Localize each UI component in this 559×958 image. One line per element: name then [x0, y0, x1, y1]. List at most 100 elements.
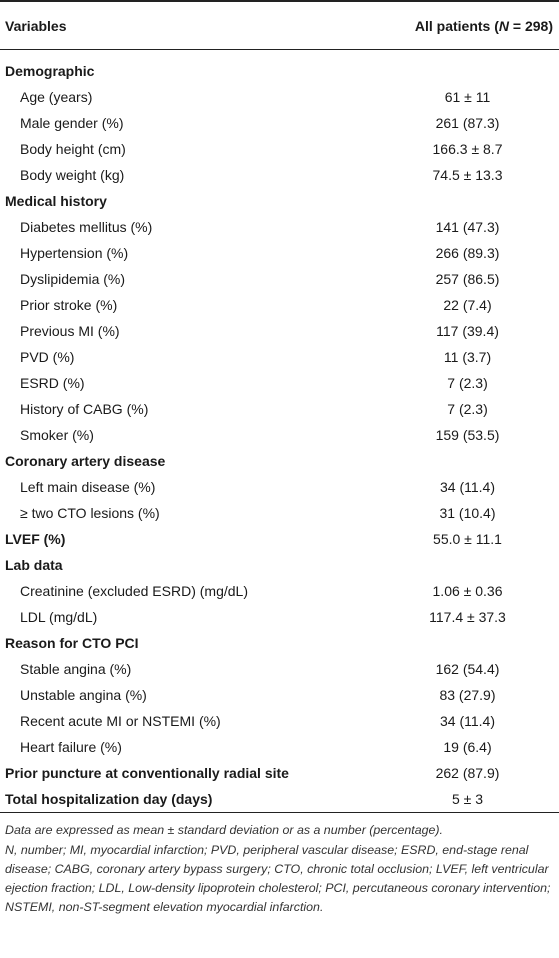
table-row: Prior stroke (%) 22 (7.4): [0, 292, 559, 318]
variable-label: Smoker (%): [20, 427, 94, 443]
variable-value: 19 (6.4): [443, 739, 492, 755]
table-row: Age (years) 61 ± 11: [0, 84, 559, 110]
variable-label: Creatinine (excluded ESRD) (mg/dL): [20, 583, 248, 599]
variable-label: Dyslipidemia (%): [20, 271, 126, 287]
variable-value: 34 (11.4): [440, 713, 495, 729]
variable-value: 257 (86.5): [435, 271, 500, 287]
section-heading: Reason for CTO PCI: [5, 635, 139, 651]
variable-value: 117.4 ± 37.3: [429, 609, 506, 625]
section-heading: Total hospitalization day (days): [5, 791, 213, 807]
table-row: Unstable angina (%) 83 (27.9): [0, 682, 559, 708]
variable-value: 22 (7.4): [443, 297, 492, 313]
footnote-data-expression: Data are expressed as mean ± standard de…: [5, 823, 443, 837]
variable-value: 117 (39.4): [436, 323, 499, 339]
table-body: Demographic Age (years) 61 ± 11 Male gender…: [0, 50, 559, 813]
table-row: Coronary artery disease: [0, 448, 559, 474]
table-row: Body weight (kg) 74.5 ± 13.3: [0, 162, 559, 188]
table-row: Total hospitalization day (days) 5 ± 3: [0, 786, 559, 812]
table-row: Creatinine (excluded ESRD) (mg/dL) 1.06 ±…: [0, 578, 559, 604]
variable-label: Stable angina (%): [20, 661, 132, 677]
table-row: Male gender (%) 261 (87.3): [0, 110, 559, 136]
variable-label: Diabetes mellitus (%): [20, 219, 153, 235]
variable-value: 141 (47.3): [435, 219, 500, 235]
table-row: History of CABG (%) 7 (2.3): [0, 396, 559, 422]
header-all-patients: All patients (N = 298): [340, 2, 559, 50]
variable-label: Body weight (kg): [20, 167, 125, 183]
header-row: Variables All patients (N = 298): [0, 2, 559, 50]
variable-value: 162 (54.4): [435, 661, 500, 677]
variable-value: 266 (89.3): [435, 245, 500, 261]
variable-label: Body height (cm): [20, 141, 126, 157]
variable-label: Left main disease (%): [20, 479, 156, 495]
table-row: Dyslipidemia (%) 257 (86.5): [0, 266, 559, 292]
table-row: Hypertension (%) 266 (89.3): [0, 240, 559, 266]
table-row: Body height (cm) 166.3 ± 8.7: [0, 136, 559, 162]
variable-label: ≥ two CTO lesions (%): [20, 505, 160, 521]
variable-value: 166.3 ± 8.7: [432, 141, 503, 157]
section-heading: LVEF (%): [5, 531, 66, 547]
table-row: PVD (%) 11 (3.7): [0, 344, 559, 370]
variable-value: 11 (3.7): [443, 349, 492, 365]
variable-value: 61 ± 11: [444, 89, 491, 105]
variable-value: 83 (27.9): [439, 687, 496, 703]
table-row: Heart failure (%) 19 (6.4): [0, 734, 559, 760]
variable-label: Previous MI (%): [20, 323, 120, 339]
variable-label: Male gender (%): [20, 115, 124, 131]
table-row: Recent acute MI or NSTEMI (%) 34 (11.4): [0, 708, 559, 734]
header-all-patients-suffix: = 298): [509, 17, 553, 34]
table-row: Lab data: [0, 552, 559, 578]
table-row: Diabetes mellitus (%) 141 (47.3): [0, 214, 559, 240]
header-all-patients-n: N: [498, 17, 510, 34]
variable-value: [340, 50, 559, 85]
table-row: Reason for CTO PCI: [0, 630, 559, 656]
variable-value: 1.06 ± 0.36: [432, 583, 503, 599]
table-row: Previous MI (%) 117 (39.4): [0, 318, 559, 344]
variable-value: 159 (53.5): [435, 427, 500, 443]
variable-value: 34 (11.4): [440, 479, 495, 495]
top-rule: [0, 0, 559, 2]
bottom-rule: [0, 812, 559, 813]
variable-label: ESRD (%): [20, 375, 85, 391]
table-row: Smoker (%) 159 (53.5): [0, 422, 559, 448]
variable-label: History of CABG (%): [20, 401, 149, 417]
patient-characteristics-table: Variables All patients (N = 298) Demogra…: [0, 2, 559, 812]
section-heading: Coronary artery disease: [5, 453, 166, 469]
variable-value: 74.5 ± 13.3: [432, 167, 503, 183]
table-row: Medical history: [0, 188, 559, 214]
section-heading: Prior puncture at conventionally radial …: [5, 765, 289, 781]
variable-label: Hypertension (%): [20, 245, 129, 261]
table-row: ESRD (%) 7 (2.3): [0, 370, 559, 396]
variable-value: 262 (87.9): [435, 765, 500, 781]
table-footnotes: Data are expressed as mean ± standard de…: [0, 813, 559, 917]
header-all-patients-prefix: All patients (: [414, 17, 499, 34]
section-heading: Lab data: [5, 557, 63, 573]
table-container: Variables All patients (N = 298) Demogra…: [0, 0, 559, 917]
variable-label: Unstable angina (%): [20, 687, 147, 703]
variable-value: 7 (2.3): [447, 401, 488, 417]
variable-value: [340, 552, 559, 578]
variable-label: Heart failure (%): [20, 739, 122, 755]
table-row: LDL (mg/dL) 117.4 ± 37.3: [0, 604, 559, 630]
variable-value: 261 (87.3): [435, 115, 500, 131]
table-row: Stable angina (%) 162 (54.4): [0, 656, 559, 682]
footnote-abbreviations: N, number; MI, myocardial infarction; PV…: [5, 843, 551, 914]
header-variables: Variables: [0, 2, 340, 50]
variable-label: Recent acute MI or NSTEMI (%): [20, 713, 221, 729]
variable-label: PVD (%): [20, 349, 75, 365]
section-heading: Demographic: [5, 63, 95, 79]
variable-value: 5 ± 3: [451, 791, 484, 807]
variable-value: [340, 188, 559, 214]
variable-value: [340, 630, 559, 656]
table-row: LVEF (%) 55.0 ± 11.1: [0, 526, 559, 552]
variable-label: Age (years): [20, 89, 93, 105]
table-row: ≥ two CTO lesions (%) 31 (10.4): [0, 500, 559, 526]
variable-value: 31 (10.4): [439, 505, 496, 521]
variable-value: [340, 448, 559, 474]
table-row: Prior puncture at conventionally radial …: [0, 760, 559, 786]
section-heading: Medical history: [5, 193, 107, 209]
variable-label: Prior stroke (%): [20, 297, 118, 313]
variable-label: LDL (mg/dL): [20, 609, 98, 625]
table-row: Left main disease (%) 34 (11.4): [0, 474, 559, 500]
variable-value: 7 (2.3): [447, 375, 488, 391]
variable-value: 55.0 ± 11.1: [433, 531, 502, 547]
